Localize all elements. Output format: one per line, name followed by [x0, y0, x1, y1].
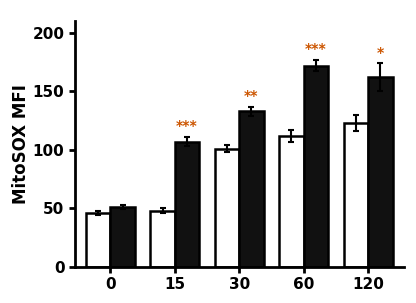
Bar	[110, 207, 135, 267]
Bar	[368, 77, 393, 267]
Y-axis label: MitoSOX MFI: MitoSOX MFI	[12, 84, 30, 204]
Text: **: **	[244, 89, 259, 103]
Bar	[279, 136, 304, 267]
Bar	[175, 142, 199, 267]
Bar	[304, 66, 328, 267]
Bar	[344, 123, 368, 267]
Bar	[239, 111, 264, 267]
Bar	[215, 148, 239, 267]
Text: ***: ***	[305, 42, 327, 56]
Bar	[86, 213, 110, 267]
Bar	[150, 211, 175, 267]
Text: ***: ***	[176, 119, 198, 133]
Text: *: *	[377, 46, 384, 60]
